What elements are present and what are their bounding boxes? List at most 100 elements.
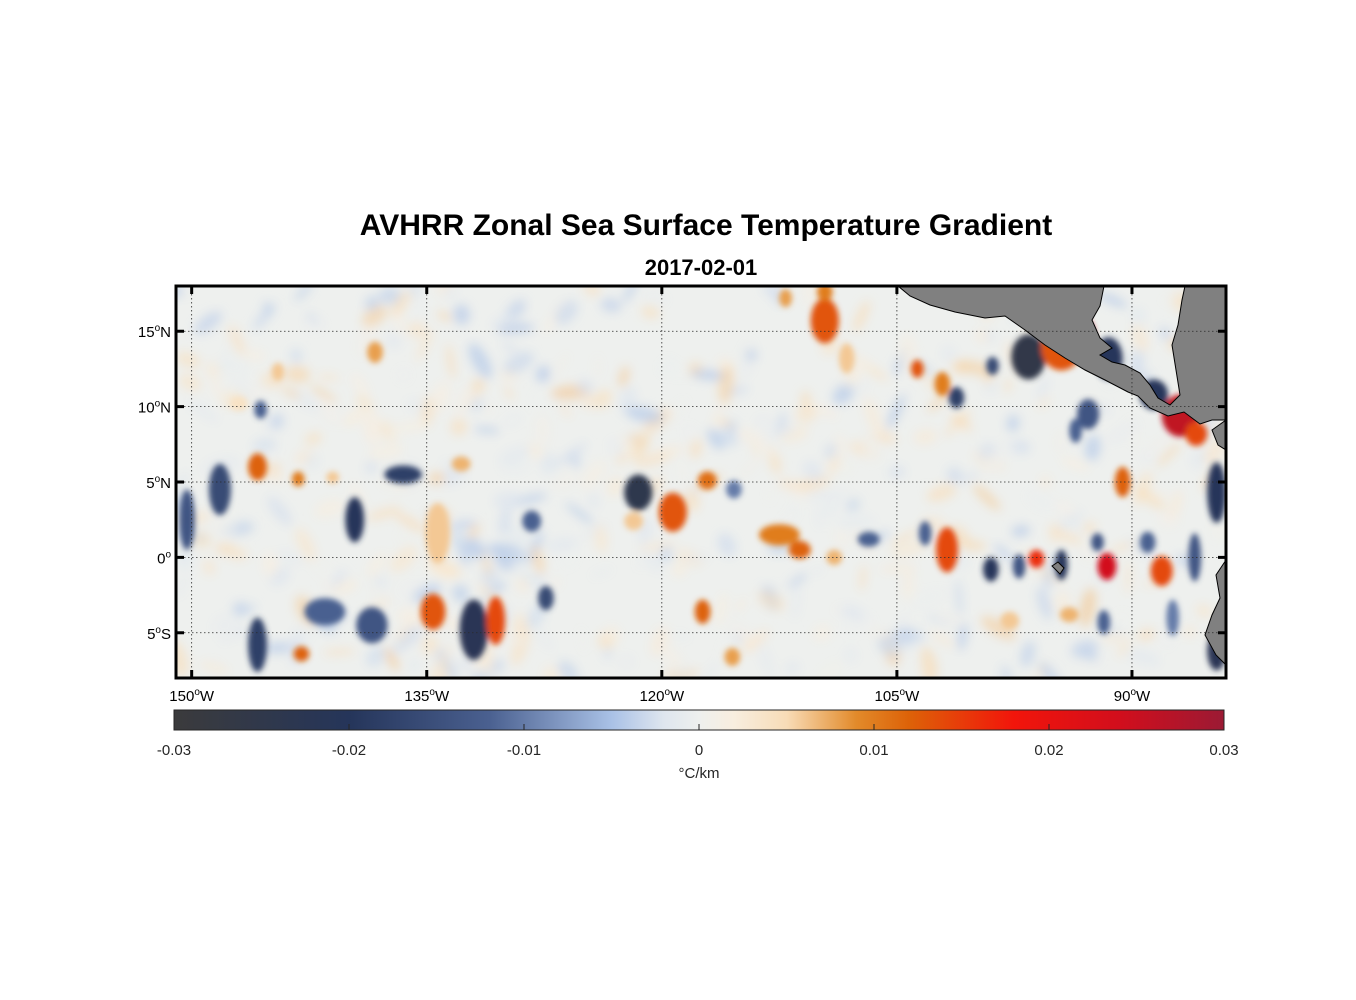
plot-frame	[174, 284, 1228, 680]
noise-blob	[316, 373, 340, 381]
positive-gradient-feature	[810, 298, 839, 344]
positive-gradient-feature	[817, 286, 833, 301]
land-ecuador-peru	[1204, 559, 1226, 666]
noise-blob	[832, 382, 856, 405]
noise-blob	[717, 533, 737, 557]
noise-blob	[554, 300, 578, 325]
colorbar-tick-label: -0.02	[332, 742, 366, 759]
noise-blob	[366, 552, 387, 578]
positive-gradient-feature	[1185, 421, 1208, 446]
noise-blob	[176, 548, 194, 569]
noise-blob	[289, 348, 303, 364]
x-tick-label: 105oW	[875, 687, 921, 705]
noise-blob	[1011, 525, 1031, 537]
noise-blob	[276, 550, 305, 564]
noise-blob	[365, 295, 379, 311]
noise-blob	[533, 413, 552, 447]
noise-blob	[726, 620, 756, 641]
noise-blob	[284, 365, 311, 383]
graticule	[176, 286, 1226, 678]
noise-blob	[636, 548, 647, 571]
noise-blob	[946, 424, 976, 439]
noise-blob	[511, 628, 530, 666]
positive-gradient-feature	[1028, 549, 1045, 568]
noise-blob	[1196, 604, 1213, 618]
negative-gradient-feature	[208, 463, 231, 516]
noise-blob	[552, 474, 579, 490]
noise-blob	[295, 626, 312, 641]
noise-blob	[498, 446, 531, 465]
noise-blob	[390, 545, 418, 572]
positive-gradient-feature	[936, 527, 958, 573]
noise-blob	[588, 492, 600, 509]
x-tick-label: 90oW	[1114, 687, 1151, 705]
noise-blob	[815, 505, 824, 529]
noise-blob	[194, 311, 222, 335]
noise-blob	[589, 567, 614, 579]
noise-blob	[202, 559, 216, 575]
noise-blob	[471, 378, 485, 394]
negative-gradient-feature	[1139, 531, 1156, 553]
noise-blob	[362, 305, 388, 327]
noise-blob	[834, 529, 849, 549]
noise-blob	[940, 345, 957, 362]
noise-blob	[580, 460, 607, 490]
noise-blob	[673, 632, 690, 641]
noise-blob	[682, 490, 700, 512]
colorbar-tick-label: 0	[695, 742, 703, 759]
noise-blob	[957, 622, 968, 651]
noise-blob	[836, 460, 853, 475]
noise-blob	[485, 401, 493, 415]
noise-blob	[304, 315, 326, 333]
colorbar-tick-label: 0.02	[1034, 742, 1063, 759]
noise-blob	[366, 506, 401, 521]
positive-gradient-feature	[486, 596, 506, 645]
positive-gradient-feature	[788, 540, 811, 559]
noise-blob	[395, 367, 411, 383]
noise-blob	[412, 583, 442, 603]
negative-gradient-feature	[248, 617, 267, 672]
noise-blob	[810, 567, 825, 575]
noise-blob	[546, 537, 579, 552]
negative-gradient-feature	[1011, 334, 1046, 380]
chart-title: AVHRR Zonal Sea Surface Temperature Grad…	[360, 209, 1052, 242]
noise-blob	[388, 428, 402, 446]
y-tick-label: 5oN	[146, 474, 171, 492]
noise-blob	[690, 438, 702, 459]
negative-gradient-feature	[1069, 418, 1082, 443]
noise-blob	[391, 421, 430, 433]
colorbar-label: °C/km	[679, 765, 720, 782]
noise-blob	[1116, 640, 1131, 657]
noise-blob	[900, 568, 916, 600]
noise-blob	[392, 624, 422, 655]
noise-blob	[526, 443, 544, 459]
positive-gradient-feature	[1000, 611, 1020, 630]
noise-blob	[949, 414, 973, 431]
negative-gradient-feature	[459, 599, 488, 660]
noise-blob	[654, 445, 686, 456]
noise-blob	[1101, 634, 1128, 643]
positive-gradient-feature	[1150, 555, 1173, 587]
noise-blob	[812, 625, 832, 642]
negative-gradient-feature	[986, 356, 999, 375]
noise-blob	[535, 365, 551, 383]
noise-blob	[416, 329, 434, 361]
colorbar-tick-label: -0.01	[507, 742, 541, 759]
noise-blob	[1055, 500, 1077, 518]
noise-blob	[499, 542, 526, 562]
noise-blob	[776, 480, 809, 490]
noise-blob	[801, 401, 839, 418]
noise-blob	[839, 513, 876, 531]
noise-blob	[913, 428, 938, 445]
noise-blob	[1004, 378, 1012, 393]
noise-blob	[1006, 414, 1020, 432]
noise-blob	[452, 584, 470, 603]
noise-blob	[984, 453, 1005, 470]
noise-blob	[176, 471, 188, 505]
positive-gradient-feature	[759, 524, 800, 546]
noise-blob	[532, 546, 545, 575]
positive-gradient-feature	[326, 471, 340, 484]
land-central-america	[897, 286, 1226, 425]
noise-blob	[754, 416, 773, 427]
